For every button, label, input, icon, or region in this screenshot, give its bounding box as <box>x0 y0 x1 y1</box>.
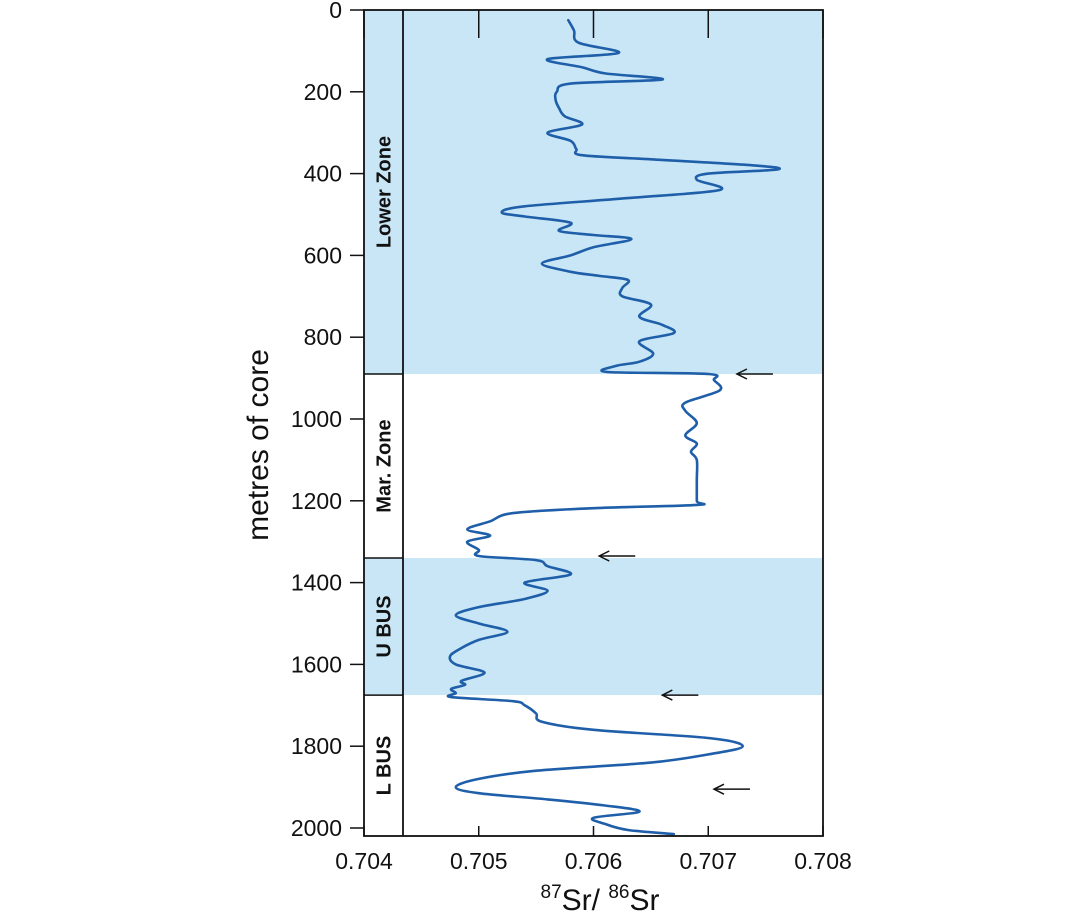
x-tick-label: 0.708 <box>794 848 852 874</box>
series <box>446 18 782 836</box>
y-tick-label: 2000 <box>291 815 342 841</box>
boundary-arrow-head <box>712 783 725 795</box>
zone-bands <box>364 10 823 836</box>
y-tick-label: 600 <box>304 242 342 268</box>
y-tick-label: 0 <box>329 0 342 23</box>
x-axis-title-mass-1: 87 <box>541 882 562 903</box>
x-axis-title-mass-2: 86 <box>608 882 629 903</box>
x-axis: 0.704 0.705 0.706 0.707 0.708 <box>335 10 852 874</box>
zone-label: Mar. Zone <box>374 419 396 512</box>
y-tick-label: 1800 <box>291 733 342 759</box>
zone-label: Lower Zone <box>374 136 396 248</box>
plot-frame <box>363 9 824 837</box>
y-tick-label: 400 <box>304 161 342 187</box>
boundary-arrow-head <box>597 550 610 562</box>
zone-band <box>364 558 823 696</box>
x-tick-label: 0.705 <box>450 848 508 874</box>
y-tick-label: 200 <box>304 79 342 105</box>
zone-band <box>364 374 823 559</box>
y-tick-label: 1200 <box>291 488 342 514</box>
zone-band <box>364 10 823 375</box>
y-tick-label: 800 <box>304 324 342 350</box>
arrows <box>597 368 773 795</box>
zone-label: U BUS <box>374 595 396 657</box>
x-tick-label: 0.706 <box>565 848 623 874</box>
x-axis-title: 87Sr/ 86Sr <box>541 882 660 917</box>
x-tick-label: 0.707 <box>679 848 737 874</box>
y-tick-label: 1000 <box>291 406 342 432</box>
zone-labels: Lower Zone Mar. Zone U BUS L BUS <box>374 136 396 795</box>
x-axis-title-element-2: Sr <box>629 884 659 917</box>
sr-ratio-line <box>446 18 782 836</box>
y-axis: 0 200 400 600 800 1000 1200 1400 1600 1800 2000 <box>291 0 364 841</box>
plot-border <box>363 9 824 837</box>
y-axis-title: metres of core <box>242 349 275 541</box>
x-tick-label: 0.704 <box>335 848 393 874</box>
y-tick-label: 1400 <box>291 570 342 596</box>
zone-label: L BUS <box>374 736 396 796</box>
boundary-arrow-head <box>735 368 748 380</box>
boundary-arrow-head <box>660 689 673 701</box>
x-axis-title-element-1: Sr/ <box>562 884 609 917</box>
y-tick-label: 1600 <box>291 651 342 677</box>
